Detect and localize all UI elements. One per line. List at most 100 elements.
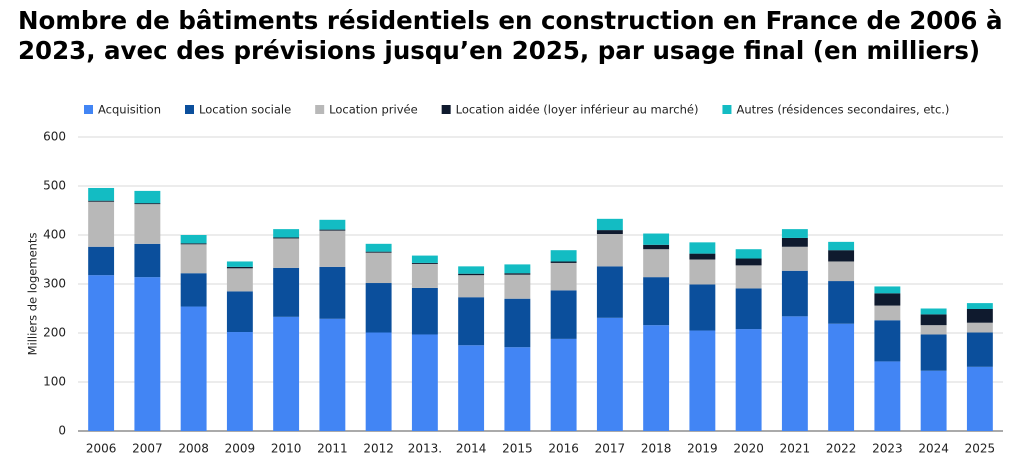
bar-segment (550, 261, 577, 263)
bar-segment (88, 275, 115, 431)
bar-segment (134, 190, 161, 204)
bar-segment (411, 287, 438, 335)
legend-swatch (722, 105, 732, 114)
x-tick-label: 2010 (271, 442, 302, 456)
y-tick-label: 400 (43, 228, 66, 242)
bar-segment (920, 314, 947, 326)
bar-segment (226, 332, 253, 431)
bar-segment (596, 230, 623, 235)
bar-segment (920, 370, 947, 431)
bar-segment (504, 264, 531, 274)
legend-label: Location sociale (199, 103, 291, 117)
x-tick-label: 2023 (872, 442, 903, 456)
x-tick-label: 2007 (132, 442, 163, 456)
bar-segment (365, 243, 392, 252)
bar-segment (689, 259, 716, 285)
bar-segment (226, 291, 253, 333)
bar-segment (134, 243, 161, 278)
bar-segment (689, 284, 716, 331)
bar-segment (920, 308, 947, 315)
bar-segment (319, 266, 346, 319)
bar-segment (596, 266, 623, 318)
y-tick-label: 500 (43, 179, 66, 193)
bar-segment (273, 237, 300, 239)
bar-segment (781, 316, 808, 431)
bar-segment (365, 252, 392, 284)
bar-segment (226, 268, 253, 292)
bar-segment (643, 233, 670, 245)
legend-swatch (185, 105, 194, 114)
bar-segment (596, 234, 623, 267)
bar-segment (735, 258, 762, 266)
bar-segment (411, 334, 438, 431)
bar-segment (689, 330, 716, 431)
bar-segment (874, 305, 901, 321)
bar-segment (643, 325, 670, 431)
x-tick-label: 2021 (780, 442, 811, 456)
bar-segment (874, 293, 901, 306)
bar-segment (781, 229, 808, 238)
bar-segment (88, 200, 115, 202)
bar-segment (596, 317, 623, 431)
bar-segment (689, 253, 716, 260)
bar-segment (504, 298, 531, 348)
bar-segment (966, 303, 993, 309)
bar-segment (550, 250, 577, 262)
bar-segment (180, 273, 207, 307)
bar-segment (458, 273, 485, 276)
bar-segment (180, 306, 207, 431)
x-tick-label: 2008 (178, 442, 209, 456)
bar-segment (180, 243, 207, 245)
chart-title: Nombre de bâtiments résidentiels en cons… (18, 6, 1003, 65)
bar-segment (134, 203, 161, 205)
x-tick-label: 2006 (86, 442, 117, 456)
bar-segment (273, 267, 300, 317)
bar-segment (458, 345, 485, 431)
legend-swatch (441, 105, 451, 114)
bar-segment (966, 366, 993, 431)
bar-segment (226, 261, 253, 267)
x-tick-label: 2018 (641, 442, 672, 456)
bar-segment (226, 266, 253, 269)
legend-label: Acquisition (98, 103, 161, 117)
x-tick-label: 2016 (548, 442, 579, 456)
bar-segment (781, 246, 808, 271)
legend-swatch (84, 105, 93, 114)
bar-segment (411, 255, 438, 263)
bar-segment (273, 316, 300, 431)
bar-segment (735, 329, 762, 431)
y-tick-label: 0 (58, 424, 66, 438)
x-tick-label: 2013. (408, 442, 442, 456)
bar-segment (365, 251, 392, 253)
bar-segment (874, 320, 901, 362)
bar-segment (550, 338, 577, 431)
bar-segment (88, 246, 115, 276)
x-tick-label: 2024 (918, 442, 949, 456)
bar-segment (504, 347, 531, 431)
bar-segment (643, 249, 670, 278)
bar-segment (411, 263, 438, 288)
y-axis-label: Milliers de logements (26, 233, 40, 356)
bar-segment (458, 275, 485, 298)
bar-segment (781, 270, 808, 317)
bar-segment (874, 361, 901, 431)
bar-segment (88, 187, 115, 201)
bar-segment (643, 244, 670, 250)
x-tick-label: 2014 (456, 442, 487, 456)
bar-segment (735, 288, 762, 330)
bar-segment (735, 265, 762, 289)
bar-segment (828, 250, 855, 262)
bar-segment (88, 201, 115, 247)
bar-segment (411, 262, 438, 264)
bar-segment (920, 325, 947, 335)
bar-segment (319, 318, 346, 431)
bar-segment (458, 297, 485, 346)
bar-segment (504, 274, 531, 299)
legend-label: Location privée (329, 103, 417, 117)
legend-label: Location aidée (loyer inférieur au march… (456, 103, 699, 117)
x-tick-label: 2015 (502, 442, 533, 456)
legend-label: Autres (résidences secondaires, etc.) (736, 103, 949, 117)
bar-segment (134, 204, 161, 244)
